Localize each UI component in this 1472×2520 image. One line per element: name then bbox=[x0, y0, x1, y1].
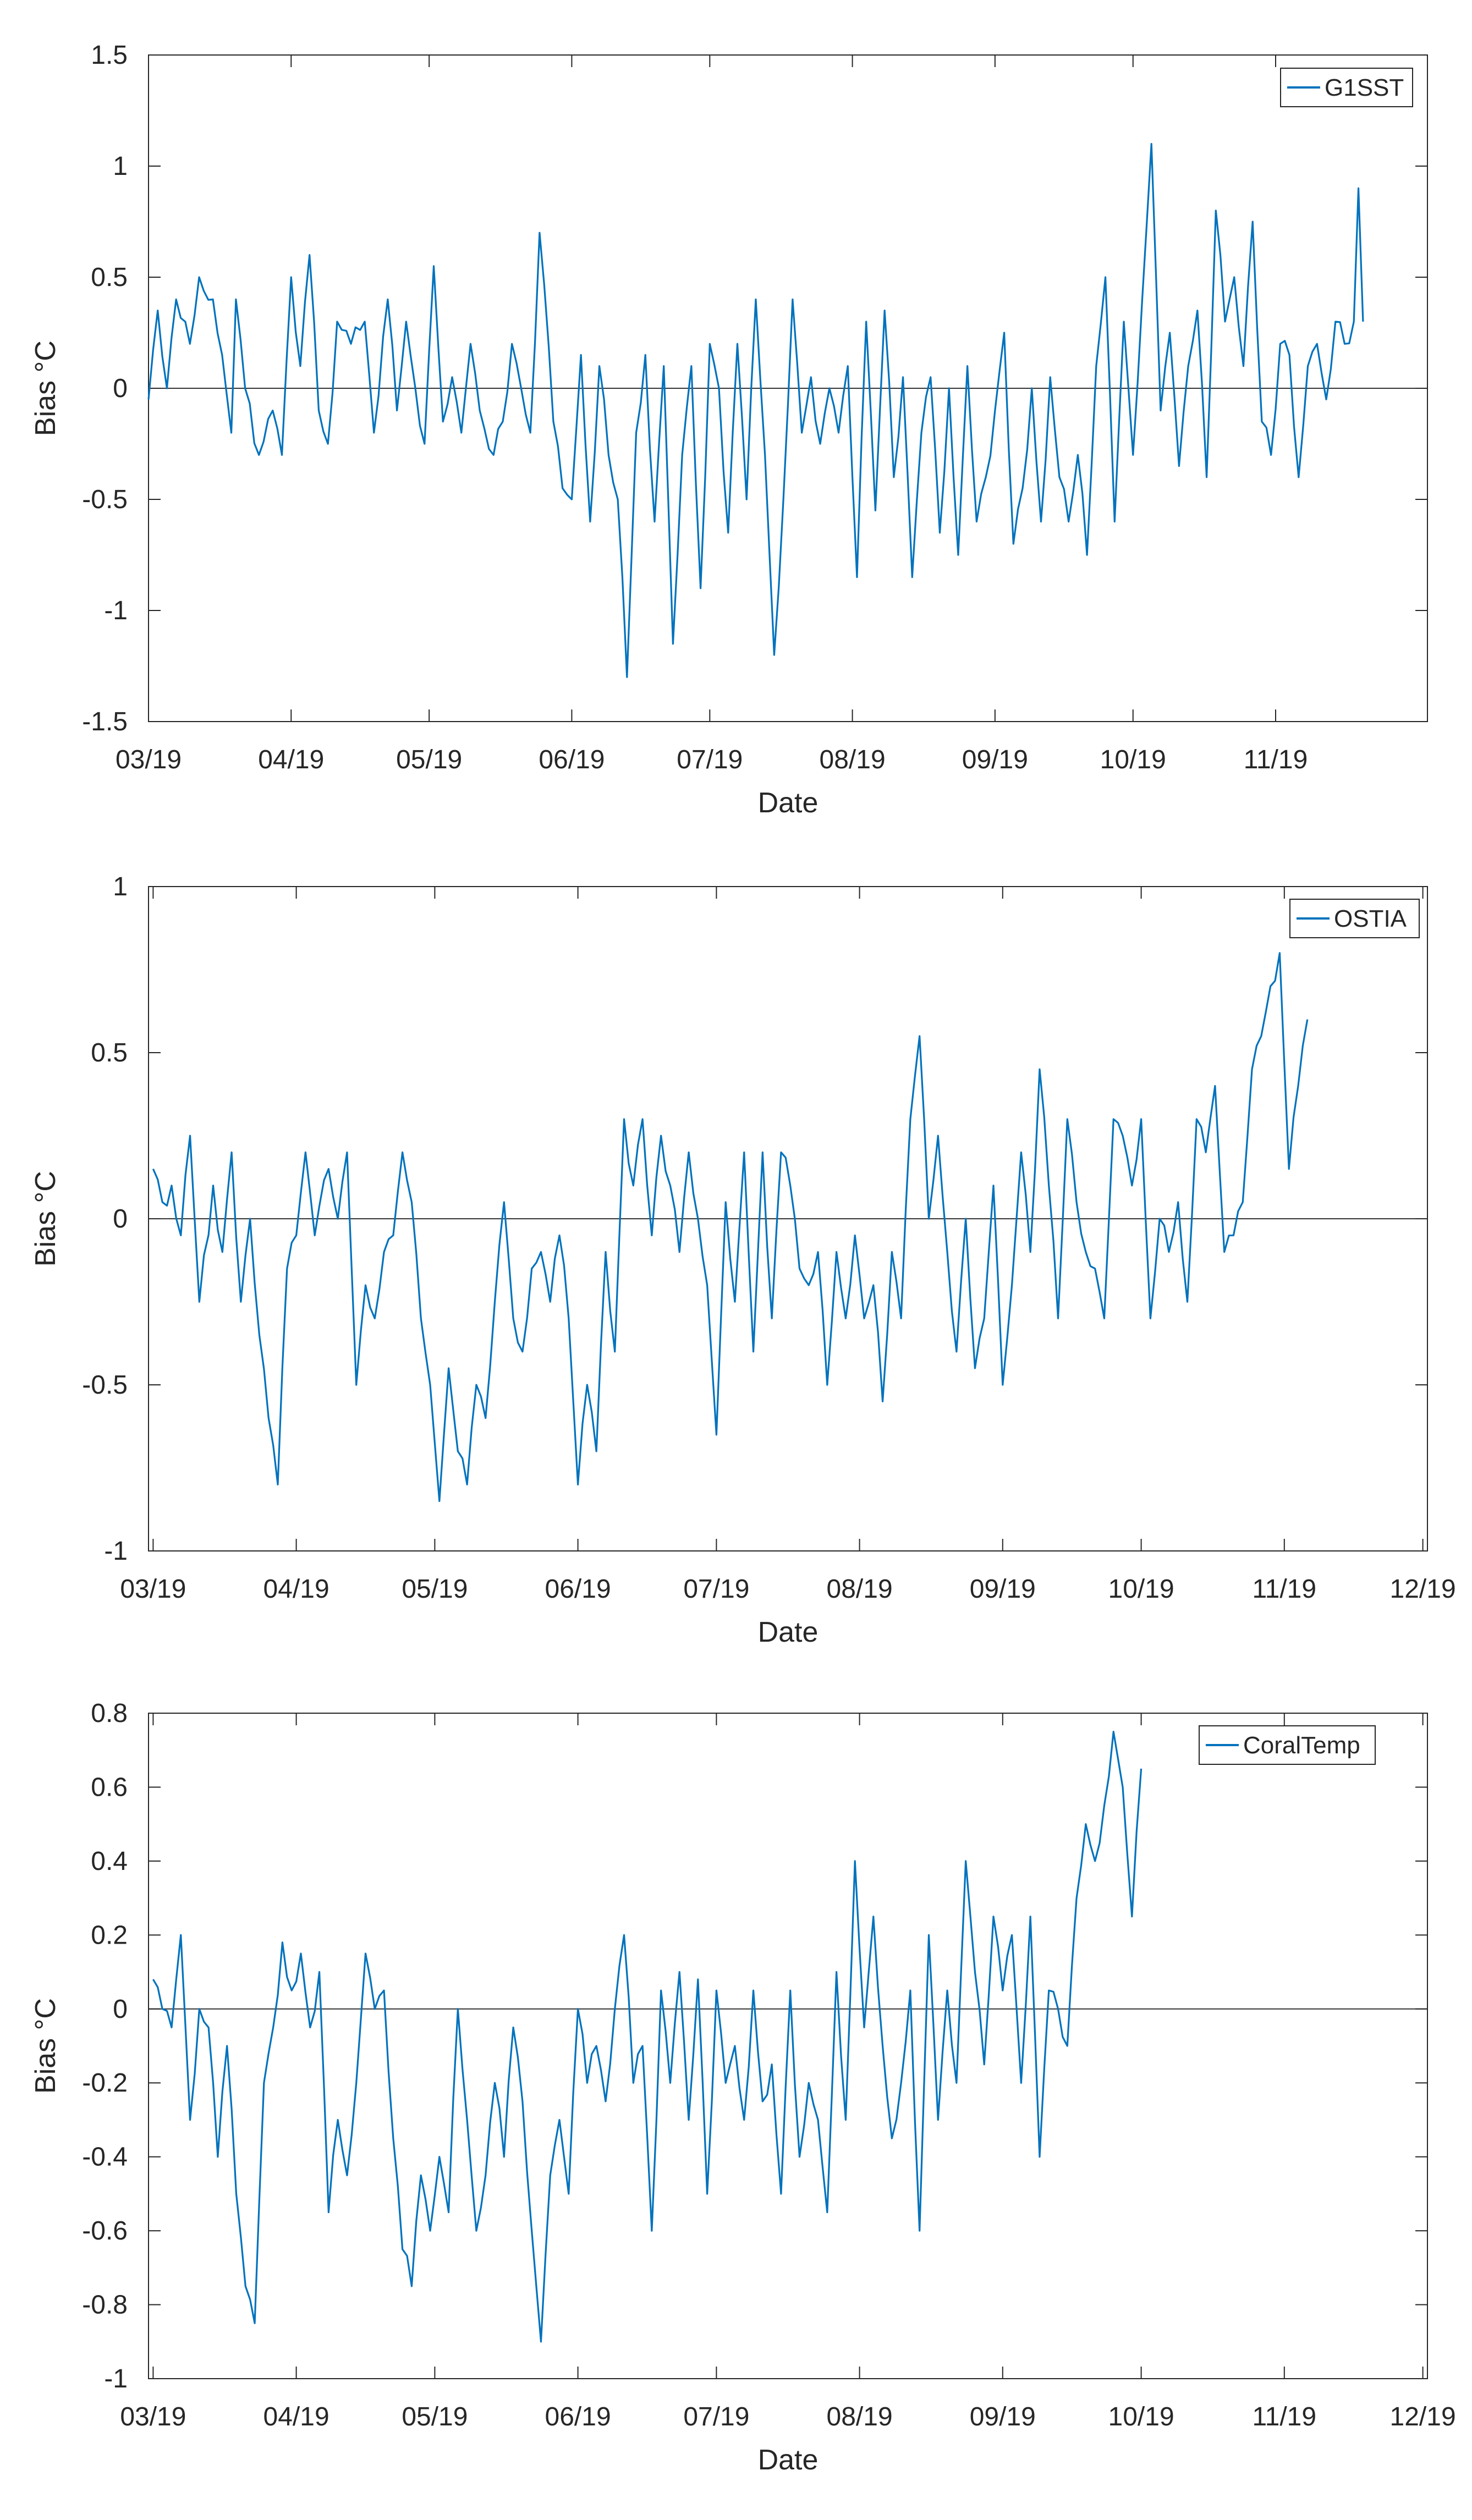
legend-label: G1SST bbox=[1325, 74, 1404, 101]
y-tick-label: 0 bbox=[113, 374, 128, 403]
x-tick-label: 04/19 bbox=[263, 2402, 329, 2431]
y-axis-label: Bias °C bbox=[30, 1171, 62, 1267]
x-tick-label: 10/19 bbox=[1108, 1575, 1174, 1604]
chart-panel-2: -1 -0.5 0 0.5 1 03/19 04/19 05/19 06/19 07/19 08/1… bbox=[30, 872, 1456, 1648]
y-tick-label: 1 bbox=[113, 152, 128, 181]
y-tick-label: -1 bbox=[104, 596, 128, 625]
legend-label: CoralTemp bbox=[1243, 1732, 1360, 1759]
x-tick-label: 08/19 bbox=[827, 2402, 893, 2431]
y-tick-label: 1.5 bbox=[91, 41, 128, 70]
series-line-g1sst bbox=[147, 143, 1364, 678]
y-tick-label: 1 bbox=[113, 872, 128, 901]
y-tick-label: 0 bbox=[113, 1204, 128, 1234]
series-line-coraltemp bbox=[152, 1731, 1143, 2343]
y-tick-label: 0.2 bbox=[91, 1921, 128, 1950]
x-tick-label: 05/19 bbox=[402, 2402, 468, 2431]
x-tick-label: 06/19 bbox=[539, 745, 605, 774]
x-tick-label: 03/19 bbox=[116, 745, 182, 774]
x-tick-label: 05/19 bbox=[396, 745, 462, 774]
y-tick-label: 0.5 bbox=[91, 263, 128, 292]
x-tick-label: 12/19 bbox=[1390, 1575, 1456, 1604]
x-tick-label: 05/19 bbox=[402, 1575, 468, 1604]
x-tick-label: 07/19 bbox=[683, 2402, 749, 2431]
x-tick-label: 04/19 bbox=[263, 1575, 329, 1604]
x-tick-label: 04/19 bbox=[258, 745, 324, 774]
y-tick-label: 0 bbox=[113, 1995, 128, 2024]
y-tick-label: -0.2 bbox=[82, 2068, 128, 2098]
y-tick-label: 0.5 bbox=[91, 1038, 128, 1068]
x-tick-label: 03/19 bbox=[120, 2402, 186, 2431]
x-tick-label: 06/19 bbox=[545, 1575, 611, 1604]
legend-label: OSTIA bbox=[1334, 905, 1407, 932]
x-tick-label: 03/19 bbox=[120, 1575, 186, 1604]
x-tick-label: 09/19 bbox=[970, 1575, 1036, 1604]
y-tick-label: -1.5 bbox=[82, 707, 128, 736]
x-tick-label: 07/19 bbox=[683, 1575, 749, 1604]
x-tick-label: 10/19 bbox=[1108, 2402, 1174, 2431]
x-tick-label: 11/19 bbox=[1253, 2402, 1317, 2431]
x-tick-label: 12/19 bbox=[1390, 2402, 1456, 2431]
y-tick-label: -1 bbox=[104, 1537, 128, 1566]
y-tick-label: -0.6 bbox=[82, 2216, 128, 2246]
x-axis-label: Date bbox=[758, 2444, 819, 2476]
y-tick-label: 0.6 bbox=[91, 1773, 128, 1802]
y-tick-label: 0.4 bbox=[91, 1847, 128, 1876]
x-tick-label: 08/19 bbox=[820, 745, 886, 774]
axes-box bbox=[148, 1713, 1428, 2379]
y-tick-label: -0.8 bbox=[82, 2291, 128, 2320]
x-tick-label: 07/19 bbox=[677, 745, 743, 774]
x-tick-label: 08/19 bbox=[827, 1575, 893, 1604]
x-axis-label: Date bbox=[758, 787, 819, 819]
y-tick-label: -0.5 bbox=[82, 1371, 128, 1400]
x-axis-label: Date bbox=[758, 1616, 819, 1648]
y-axis-label: Bias °C bbox=[30, 340, 62, 436]
x-tick-label: 11/19 bbox=[1253, 1575, 1317, 1604]
x-tick-label: 09/19 bbox=[962, 745, 1028, 774]
y-tick-label: -0.5 bbox=[82, 485, 128, 514]
y-tick-label: -0.4 bbox=[82, 2143, 128, 2172]
x-tick-label: 09/19 bbox=[970, 2402, 1036, 2431]
x-tick-label: 06/19 bbox=[545, 2402, 611, 2431]
y-tick-label: 0.8 bbox=[91, 1699, 128, 1728]
chart-panel-3: -1 -0.8 -0.6 -0.4 -0.2 0 0.2 0.4 0.6 0.8 03/19 04/1… bbox=[30, 1699, 1456, 2476]
chart-panel-1: -1.5 -1 -0.5 0 0.5 1 1.5 03/19 04/19 05/19 06/19 07… bbox=[30, 41, 1428, 819]
y-axis-label: Bias °C bbox=[30, 1998, 62, 2094]
y-tick-label: -1 bbox=[104, 2364, 128, 2394]
x-tick-label: 10/19 bbox=[1100, 745, 1166, 774]
x-tick-label: 11/19 bbox=[1244, 745, 1308, 774]
series-line-ostia bbox=[152, 952, 1309, 1502]
